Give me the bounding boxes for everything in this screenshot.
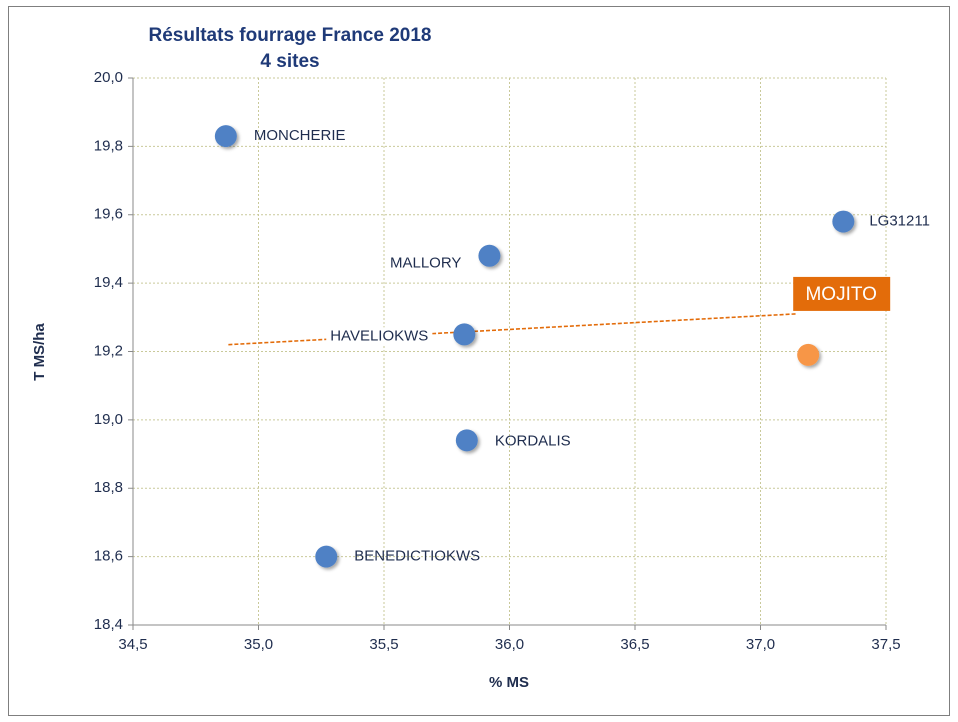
point-label: BENEDICTIOKWS: [354, 548, 480, 565]
x-tick-label: 34,5: [118, 636, 147, 653]
point-label: LG31211: [869, 213, 930, 230]
point: [214, 125, 237, 148]
x-tick-label: 35,0: [244, 636, 273, 653]
chart-title: Résultats fourrage France 2018: [148, 25, 431, 46]
x-tick-label: 35,5: [369, 636, 398, 653]
trendline: [228, 313, 796, 346]
point-label: KORDALIS: [495, 432, 571, 449]
frame: [8, 6, 950, 716]
x-tick-label: 36,5: [620, 636, 649, 653]
y-tick-label: 18,4: [94, 616, 123, 633]
point-label: MONCHERIE: [254, 127, 346, 144]
chart-subtitle: 4 sites: [260, 51, 319, 72]
point: [455, 429, 478, 452]
y-tick-label: 20,0: [94, 69, 123, 86]
label-box: [793, 276, 891, 311]
point: [478, 244, 501, 267]
y-tick-label: 19,8: [94, 137, 123, 154]
y-tick-label: 19,6: [94, 206, 123, 223]
point: [453, 323, 476, 346]
label-bg: [326, 327, 433, 345]
x-tick-label: 36,0: [495, 636, 524, 653]
y-tick-label: 18,8: [94, 479, 123, 496]
point-label: HAVELIOKWS: [330, 327, 428, 344]
x-axis-title: % MS: [489, 674, 529, 691]
y-tick-label: 18,6: [94, 548, 123, 565]
point: [832, 210, 855, 233]
y-axis-title: T MS/ha: [31, 323, 48, 381]
point-label: MOJITO: [805, 284, 876, 305]
y-tick-label: 19,4: [94, 274, 123, 291]
y-tick-label: 19,2: [94, 342, 123, 359]
x-tick-label: 37,0: [746, 636, 775, 653]
point: [797, 343, 820, 366]
x-tick-label: 37,5: [871, 636, 900, 653]
point-label: MALLORY: [390, 255, 461, 272]
point: [315, 545, 338, 568]
y-tick-label: 19,0: [94, 411, 123, 428]
